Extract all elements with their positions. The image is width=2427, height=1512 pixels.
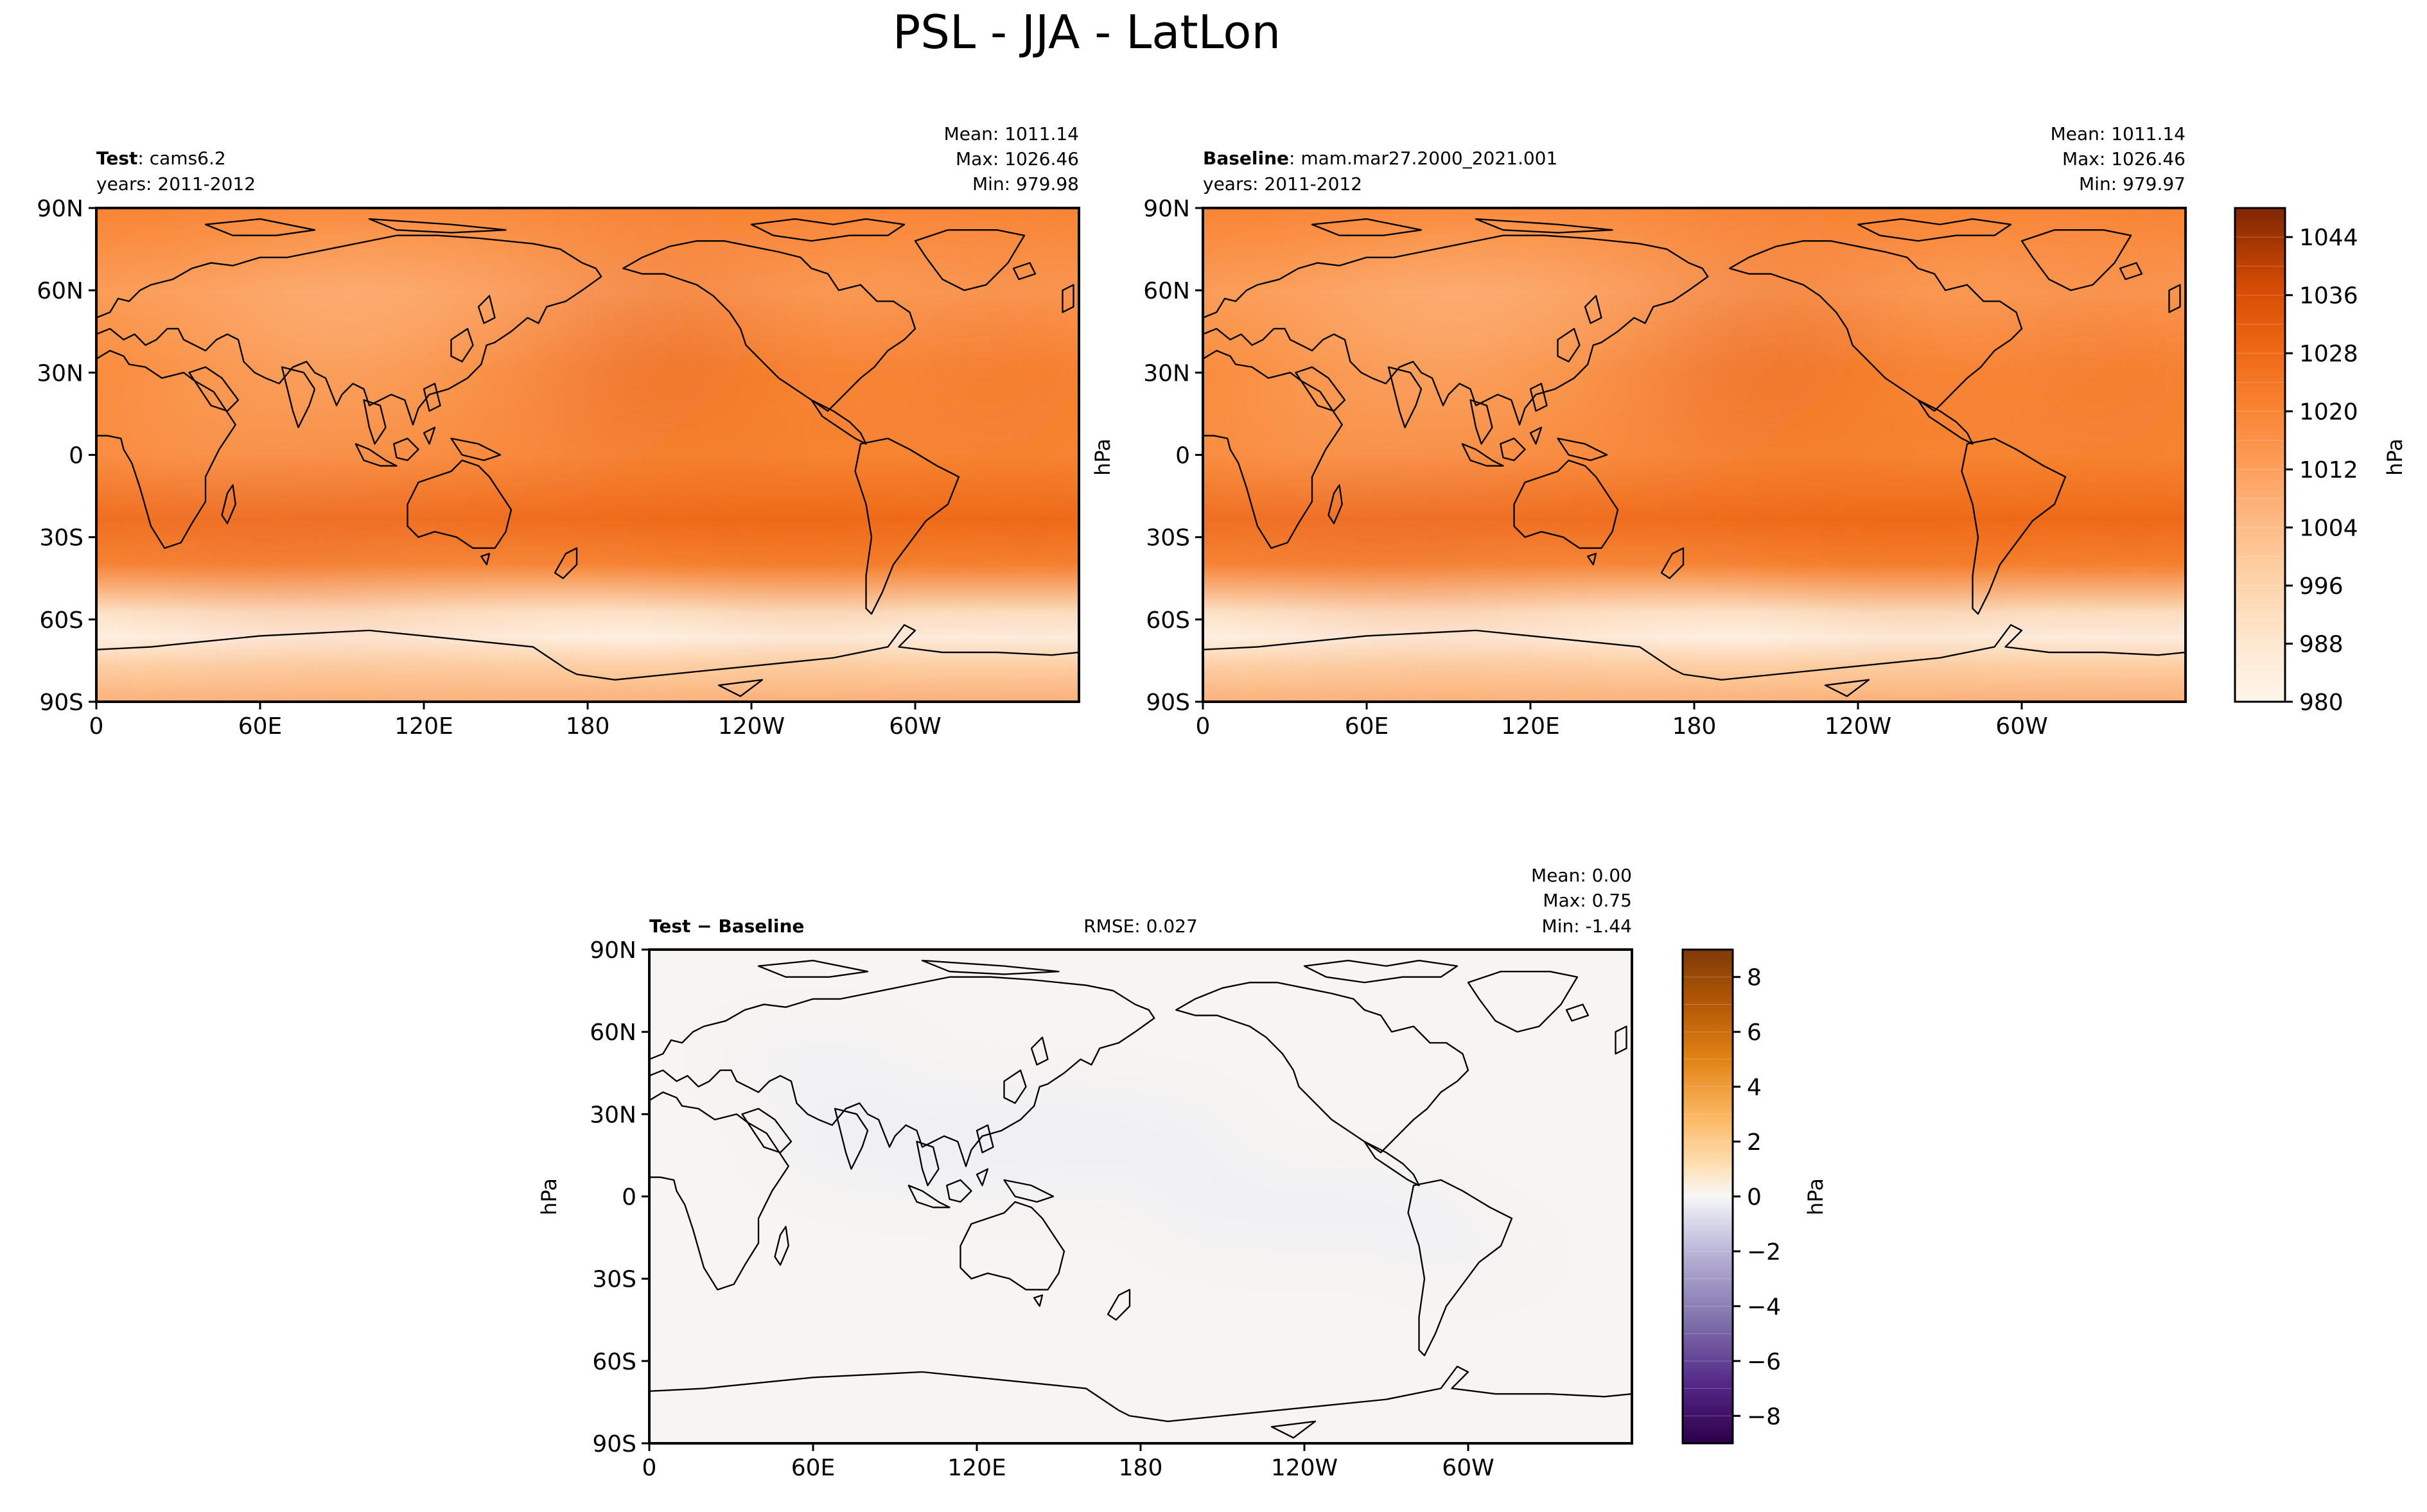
x-tick-label: 180 — [1119, 1455, 1163, 1481]
x-tick-label: 0 — [642, 1455, 657, 1481]
colorbar-tick-label: −8 — [1747, 1403, 1781, 1430]
colorbar-tick-label: 988 — [2299, 632, 2344, 658]
y-tick-label: 60N — [1143, 278, 1190, 304]
y-tick-label: 90N — [37, 196, 83, 222]
diff-min: Min: -1.44 — [1542, 916, 1632, 937]
colorbar-tick-label: 1028 — [2299, 341, 2358, 367]
colorbar-tick-label: 0 — [1747, 1185, 1762, 1211]
test-panel: Test: cams6.2 years: 2011-2012 Mean: 101… — [37, 123, 1080, 740]
y-tick-label: 90S — [39, 690, 83, 716]
colorbar-tick-label: 980 — [2299, 690, 2344, 716]
x-tick-label: 60W — [1995, 713, 2047, 740]
x-tick-label: 60E — [1345, 713, 1389, 740]
colorbar-tick-label: −6 — [1747, 1349, 1781, 1375]
baseline-mean: Mean: 1011.14 — [2051, 123, 2186, 144]
x-tick-label: 180 — [1672, 713, 1717, 740]
x-tick-label: 120E — [947, 1455, 1006, 1481]
y-tick-label: 30S — [1146, 525, 1190, 552]
baseline-min: Min: 979.97 — [2079, 173, 2186, 195]
x-tick-label: 60E — [238, 713, 283, 740]
diff-panel: Test − Baseline RMSE: 0.027 Mean: 0.00 M… — [537, 865, 1633, 1481]
test-years: years: 2011-2012 — [96, 173, 256, 195]
colorbar-psl-ticks: 980 988 996 1004 1012 1020 1028 1036 1044 — [2285, 225, 2358, 716]
diff-mean: Mean: 0.00 — [1531, 865, 1632, 886]
test-mean: Mean: 1011.14 — [944, 123, 1079, 144]
baseline-axes: 0 60E 120E 180 120W 60W 90N 60N 30N 0 30S 60S 90S — [1143, 196, 2047, 740]
colorbar-tick-label: 1012 — [2299, 457, 2358, 483]
x-tick-label: 120W — [1825, 713, 1891, 740]
x-tick-label: 60E — [791, 1455, 836, 1481]
y-tick-label: 30N — [590, 1102, 636, 1128]
y-tick-label: 60S — [1146, 607, 1190, 634]
test-min: Min: 979.98 — [972, 173, 1079, 195]
baseline-panel: Baseline: mam.mar27.2000_2021.001 years:… — [1091, 123, 2187, 740]
y-tick-label: 60S — [592, 1349, 636, 1375]
colorbar-tick-label: 996 — [2299, 573, 2344, 600]
colorbar-diff-label: hPa — [1803, 1178, 1828, 1215]
colorbar-tick-label: 1020 — [2299, 399, 2358, 426]
y-tick-label: 90N — [1143, 196, 1190, 222]
y-tick-label: 0 — [69, 443, 83, 469]
colorbar-tick-label: −2 — [1747, 1239, 1781, 1265]
x-tick-label: 60W — [889, 713, 941, 740]
y-tick-label: 90N — [590, 937, 636, 964]
colorbar-tick-label: 6 — [1747, 1020, 1762, 1046]
y-tick-label: 60S — [39, 607, 83, 634]
y-tick-label: 30N — [37, 360, 83, 387]
x-tick-label: 0 — [89, 713, 104, 740]
x-tick-label: 120W — [718, 713, 785, 740]
colorbar-diff-gradient — [1683, 950, 1733, 1443]
y-tick-label: 60N — [37, 278, 83, 304]
y-tick-label: 0 — [1175, 443, 1190, 469]
diff-field — [649, 950, 1632, 1443]
diff-ylabel-hpa: hPa — [537, 1178, 561, 1215]
y-tick-label: 30S — [592, 1267, 636, 1293]
diff-label: Test − Baseline — [649, 916, 804, 937]
y-tick-label: 60N — [590, 1020, 636, 1046]
colorbar-psl: 980 988 996 1004 1012 1020 1028 1036 1044 hPa — [2234, 207, 2407, 716]
x-tick-label: 120W — [1271, 1455, 1338, 1481]
diff-max: Max: 0.75 — [1543, 890, 1632, 911]
colorbar-tick-label: −4 — [1747, 1294, 1781, 1320]
x-tick-label: 60W — [1442, 1455, 1494, 1481]
y-tick-label: 30S — [39, 525, 83, 552]
colorbar-tick-label: 8 — [1747, 965, 1762, 991]
y-tick-label: 30N — [1143, 360, 1190, 387]
baseline-field — [1203, 208, 2186, 702]
colorbar-tick-label: 1044 — [2299, 225, 2358, 251]
x-tick-label: 120E — [394, 713, 453, 740]
y-tick-label: 90S — [1146, 690, 1190, 716]
colorbar-diff-ticks: −8 −6 −4 −2 0 2 4 6 8 — [1733, 965, 1781, 1430]
diff-rmse: RMSE: 0.027 — [1083, 916, 1198, 937]
colorbar-psl-frame — [2234, 207, 2286, 703]
colorbar-psl-levels — [2235, 236, 2285, 673]
x-tick-label: 0 — [1196, 713, 1211, 740]
baseline-label: Baseline: mam.mar27.2000_2021.001 — [1203, 148, 1557, 169]
colorbar-psl-gradient — [2235, 208, 2285, 702]
y-tick-label: 0 — [622, 1185, 636, 1211]
colorbar-tick-label: 1004 — [2299, 516, 2358, 542]
colorbar-tick-label: 1036 — [2299, 283, 2358, 309]
baseline-years: years: 2011-2012 — [1203, 173, 1362, 195]
y-tick-label: 90S — [592, 1431, 636, 1457]
colorbar-tick-label: 4 — [1747, 1075, 1762, 1101]
test-field — [96, 208, 1079, 702]
colorbar-diff: −8 −6 −4 −2 0 2 4 6 8 hPa — [1681, 948, 1828, 1445]
colorbar-psl-label: hPa — [2383, 439, 2407, 476]
test-max: Max: 1026.46 — [956, 148, 1079, 169]
colorbar-diff-levels — [1683, 977, 1733, 1416]
baseline-ylabel-hpa: hPa — [1091, 439, 1115, 476]
figure-title: PSL - JJA - LatLon — [893, 5, 1281, 59]
x-tick-label: 180 — [566, 713, 610, 740]
colorbar-tick-label: 2 — [1747, 1129, 1762, 1156]
baseline-max: Max: 1026.46 — [2062, 148, 2186, 169]
x-tick-label: 120E — [1501, 713, 1559, 740]
test-axes: 0 60E 120E 180 120W 60W 90N 60N 30N 0 30S 60S 90S — [37, 196, 941, 740]
test-label: Test: cams6.2 — [96, 148, 226, 169]
diff-axes: 0 60E 120E 180 120W 60W 90N 60N 30N 0 30S 60S 90S — [590, 937, 1494, 1481]
